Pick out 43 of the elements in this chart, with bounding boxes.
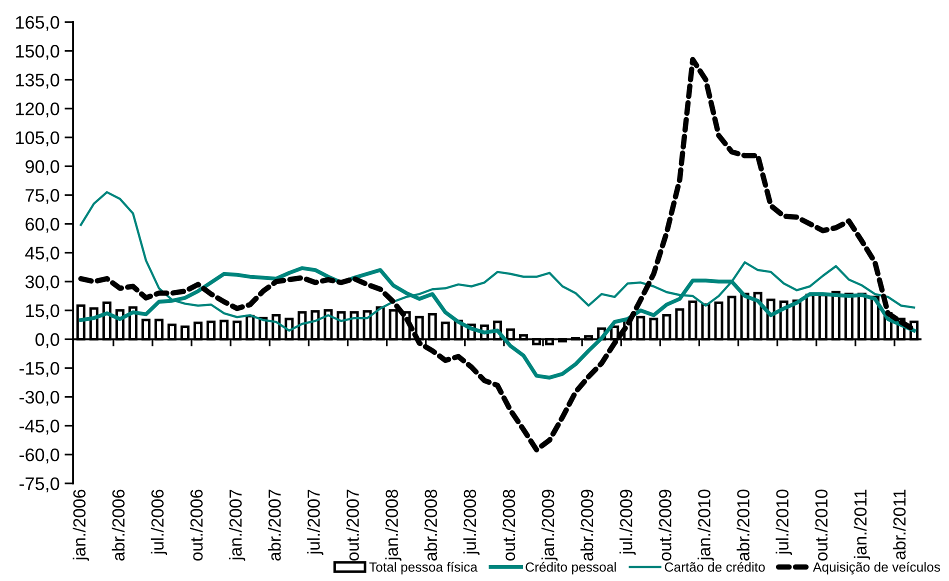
y-tick-label: 75,0 <box>26 189 60 204</box>
y-tick-label: 150,0 <box>16 44 60 60</box>
x-tick-label: jul./2009 <box>620 490 636 556</box>
x-tick-label: jan./2009 <box>541 490 558 561</box>
legend-label: Crédito pessoal <box>526 562 616 574</box>
x-tick-label: abr./2006 <box>112 490 125 561</box>
y-tick-label: 60,0 <box>26 218 60 233</box>
x-tick-label: jul./2008 <box>463 490 480 556</box>
x-tick-label: jul./2006 <box>150 490 168 556</box>
y-tick-label: -15,0 <box>20 362 60 377</box>
y-tick-label: -75,0 <box>20 477 60 492</box>
x-tick-label: abr./2007 <box>268 490 281 561</box>
y-tick-label: -60,0 <box>20 448 60 464</box>
y-tick-label: -30,0 <box>20 390 60 406</box>
x-tick-label: abr./2010 <box>736 490 750 561</box>
y-tick-label: 165,0 <box>16 16 60 31</box>
y-tick-label: 105,0 <box>16 131 60 146</box>
x-tick-label: jan./2011 <box>854 490 870 560</box>
x-tick-label: abr./2009 <box>580 490 594 561</box>
y-tick-label: 0,0 <box>35 333 60 348</box>
y-tick-label: 120,0 <box>16 102 60 118</box>
x-tick-label: jul./2010 <box>776 490 792 556</box>
legend-label: Aquisição de veículos <box>812 562 940 574</box>
y-tick-label: -45,0 <box>20 420 60 435</box>
x-tick-label: out./2006 <box>190 490 203 561</box>
x-tick-label: jul./2007 <box>307 490 324 556</box>
x-tick-label: jan./2010 <box>698 490 714 561</box>
y-tick-label: 45,0 <box>25 246 60 262</box>
x-tick-label: out./2009 <box>658 490 672 561</box>
x-tick-label: out./2007 <box>346 490 359 561</box>
x-tick-label: jan./2006 <box>72 490 89 561</box>
x-tick-label: abr./2011 <box>892 490 906 560</box>
legend-label: Total pessoa física <box>369 562 478 574</box>
y-tick-label: 15,0 <box>26 304 60 320</box>
x-tick-label: jan./2008 <box>385 490 402 561</box>
x-tick-label: abr./2008 <box>424 490 438 561</box>
legend-label: Cartão de crédito <box>664 562 765 572</box>
y-tick-label: 30,0 <box>25 276 60 290</box>
y-tick-label: 135,0 <box>16 74 60 89</box>
x-tick-label: jan./2007 <box>229 490 246 561</box>
x-tick-label: out./2010 <box>814 490 828 561</box>
x-tick-label: out./2008 <box>502 490 516 561</box>
y-tick-label: 90,0 <box>26 160 60 176</box>
